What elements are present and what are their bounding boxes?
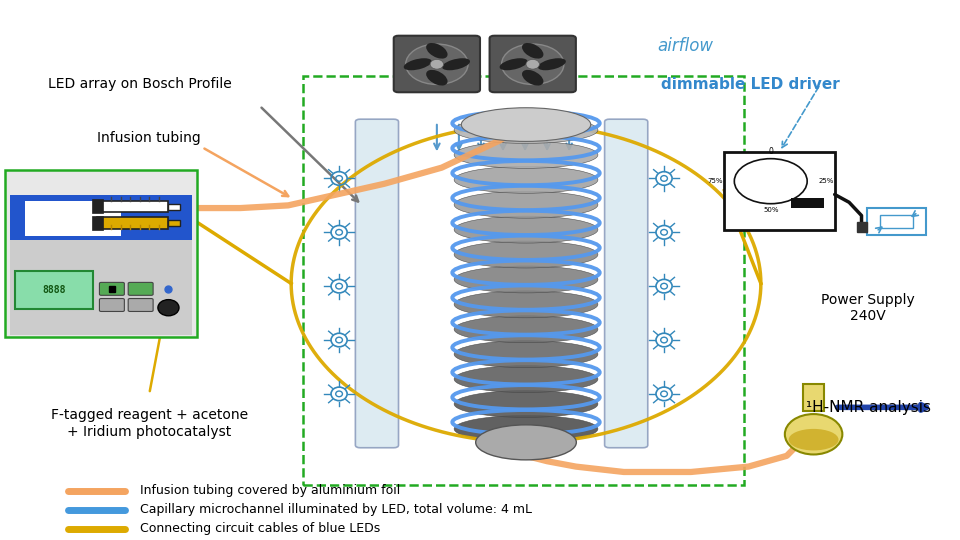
- Text: 25%: 25%: [818, 178, 833, 184]
- Ellipse shape: [454, 390, 598, 417]
- FancyBboxPatch shape: [100, 299, 125, 312]
- Ellipse shape: [454, 316, 598, 343]
- Ellipse shape: [426, 43, 447, 59]
- Ellipse shape: [454, 216, 598, 243]
- FancyBboxPatch shape: [129, 299, 153, 312]
- Text: 0: 0: [768, 146, 773, 156]
- FancyBboxPatch shape: [490, 36, 576, 92]
- Bar: [97, 200, 168, 212]
- Bar: [97, 217, 168, 228]
- Ellipse shape: [430, 59, 444, 69]
- Text: 8888: 8888: [42, 286, 66, 295]
- Text: 75%: 75%: [708, 178, 724, 184]
- Ellipse shape: [454, 117, 598, 144]
- Ellipse shape: [454, 341, 598, 368]
- FancyBboxPatch shape: [100, 282, 125, 295]
- Ellipse shape: [454, 241, 598, 268]
- Ellipse shape: [734, 159, 807, 204]
- Ellipse shape: [406, 44, 468, 84]
- FancyBboxPatch shape: [394, 36, 480, 92]
- FancyBboxPatch shape: [355, 119, 398, 448]
- Bar: [791, 198, 824, 208]
- FancyBboxPatch shape: [605, 119, 648, 448]
- Ellipse shape: [157, 300, 179, 316]
- Ellipse shape: [501, 44, 564, 84]
- Ellipse shape: [454, 291, 598, 318]
- Text: airflow: airflow: [658, 37, 713, 56]
- Ellipse shape: [454, 415, 598, 442]
- Text: Capillary microchannel illuminated by LED, total volume: 4 mL: Capillary microchannel illuminated by LE…: [140, 503, 532, 516]
- Ellipse shape: [454, 191, 598, 218]
- FancyBboxPatch shape: [129, 282, 153, 295]
- Text: ¹H-NMR analysis: ¹H-NMR analysis: [805, 400, 931, 415]
- Ellipse shape: [454, 166, 598, 193]
- Bar: [168, 220, 180, 226]
- Ellipse shape: [454, 366, 598, 393]
- Text: Infusion tubing: Infusion tubing: [97, 131, 202, 145]
- Text: 50%: 50%: [763, 207, 779, 213]
- Bar: [302, 76, 744, 485]
- Ellipse shape: [404, 58, 432, 70]
- Ellipse shape: [522, 43, 543, 59]
- Text: Infusion tubing covered by aluminium foil: Infusion tubing covered by aluminium foi…: [140, 484, 400, 497]
- Ellipse shape: [426, 70, 447, 85]
- Ellipse shape: [476, 425, 576, 460]
- FancyBboxPatch shape: [15, 271, 93, 309]
- Bar: [25, 201, 121, 236]
- Ellipse shape: [526, 59, 540, 69]
- Bar: [168, 204, 180, 210]
- Ellipse shape: [442, 58, 470, 70]
- FancyBboxPatch shape: [6, 170, 197, 338]
- FancyBboxPatch shape: [804, 383, 824, 410]
- Text: dimmable LED driver: dimmable LED driver: [660, 77, 839, 92]
- Ellipse shape: [462, 108, 590, 141]
- Ellipse shape: [454, 141, 598, 168]
- Ellipse shape: [538, 58, 565, 70]
- Ellipse shape: [499, 58, 527, 70]
- Text: Power Supply
240V: Power Supply 240V: [822, 293, 915, 323]
- Bar: [879, 215, 913, 228]
- Bar: [92, 215, 104, 230]
- Text: F-tagged reagent + acetone
+ Iridium photocatalyst: F-tagged reagent + acetone + Iridium pho…: [51, 408, 248, 438]
- Bar: [92, 199, 104, 213]
- Text: Connecting circuit cables of blue LEDs: Connecting circuit cables of blue LEDs: [140, 522, 380, 535]
- Text: LED array on Bosch Profile: LED array on Bosch Profile: [48, 77, 231, 91]
- Bar: [725, 152, 834, 230]
- Ellipse shape: [522, 70, 543, 85]
- Ellipse shape: [785, 414, 842, 455]
- Bar: [11, 194, 192, 240]
- Ellipse shape: [789, 429, 838, 450]
- Ellipse shape: [454, 266, 598, 293]
- Bar: [11, 240, 192, 335]
